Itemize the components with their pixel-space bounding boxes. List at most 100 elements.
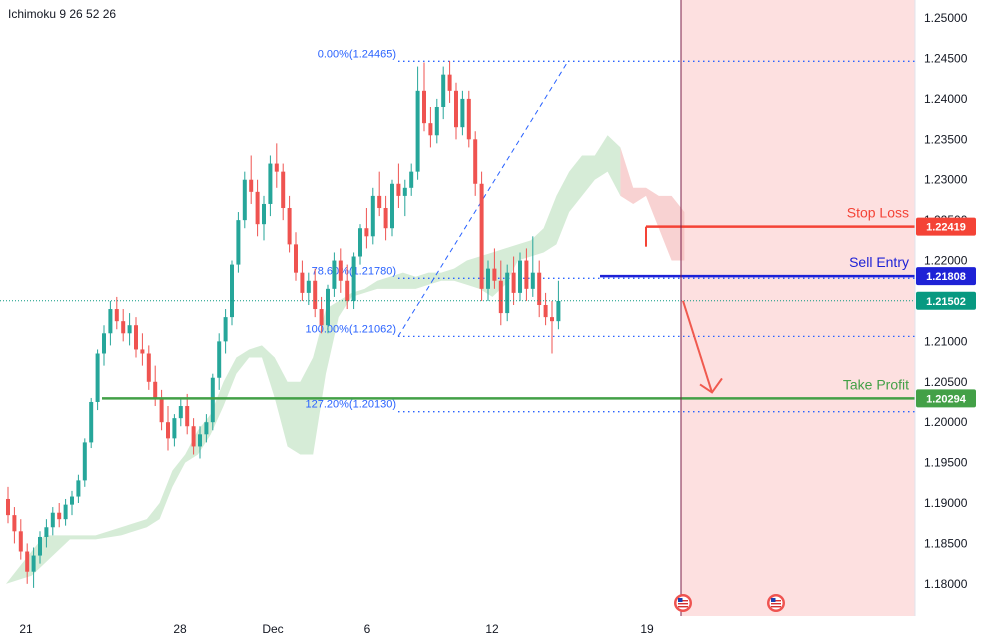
y-tick-label: 1.20500 xyxy=(924,375,968,389)
candle-body xyxy=(185,406,190,427)
candle-body xyxy=(44,527,49,537)
candle-body xyxy=(396,183,401,196)
sell-entry-price-badge xyxy=(916,267,976,286)
candle-body xyxy=(498,280,503,314)
candle-body xyxy=(505,272,510,314)
candle-body xyxy=(326,288,330,326)
candle-body xyxy=(415,90,420,172)
y-tick-label: 1.19500 xyxy=(924,456,968,470)
fib-level-label: 100.00%(1.21062) xyxy=(305,323,396,335)
candle-body xyxy=(236,220,241,265)
y-tick-label: 1.18500 xyxy=(924,536,968,550)
candle-body xyxy=(166,422,170,439)
take-profit-label: Take Profit xyxy=(843,376,909,392)
y-tick-label: 1.24500 xyxy=(924,51,968,65)
y-tick-label: 1.23500 xyxy=(924,132,968,146)
candle-body xyxy=(134,325,138,350)
candle-body xyxy=(6,498,10,516)
candle-body xyxy=(223,317,228,342)
candle-body xyxy=(287,208,292,245)
candle-body xyxy=(255,191,260,225)
candle-body xyxy=(159,397,164,423)
candle-body xyxy=(441,74,446,107)
fib-level-label: 0.00%(1.24465) xyxy=(318,48,396,60)
x-tick-label: Dec xyxy=(262,622,283,636)
candle-body xyxy=(217,341,222,378)
candle-body xyxy=(12,515,17,532)
y-tick-label: 1.23000 xyxy=(924,173,968,187)
flag-icon[interactable] xyxy=(767,594,785,612)
candle-body xyxy=(511,272,516,293)
candle-body xyxy=(38,536,42,556)
candle-body xyxy=(447,74,452,91)
candle-body xyxy=(313,280,318,310)
candle-body xyxy=(262,203,266,225)
candle-body xyxy=(486,268,490,289)
candle-body xyxy=(434,106,439,136)
candle-body xyxy=(556,300,561,322)
x-tick-label: 21 xyxy=(19,622,33,636)
candle-body xyxy=(172,418,177,439)
x-tick-label: 19 xyxy=(640,622,654,636)
candle-body xyxy=(524,260,529,289)
candle-body xyxy=(82,442,87,481)
y-tick-label: 1.20000 xyxy=(924,415,968,429)
forecast-arrow-head xyxy=(699,377,723,394)
current-price-badge xyxy=(916,291,976,310)
candle-body xyxy=(550,317,554,322)
candle-body xyxy=(537,272,542,305)
ichimoku-cloud xyxy=(6,135,685,584)
candle-body xyxy=(191,426,196,447)
stop-loss-price-badge xyxy=(916,217,976,236)
candle-body xyxy=(210,377,215,423)
stop-loss-price-badge-text: 1.22419 xyxy=(926,222,966,234)
candle-body xyxy=(383,208,388,229)
candle-body xyxy=(492,268,497,281)
candle-body xyxy=(63,504,68,520)
candle-body xyxy=(466,98,471,140)
candle-body xyxy=(332,260,337,289)
candle-body xyxy=(50,512,55,528)
candle-body xyxy=(57,512,62,520)
candle-body xyxy=(473,139,478,184)
candle-body xyxy=(364,228,369,237)
candle-body xyxy=(178,406,183,419)
candle-body xyxy=(153,381,158,398)
candle-body xyxy=(102,333,106,354)
candle-body xyxy=(121,321,126,334)
candle-body xyxy=(530,272,535,289)
stop-loss-label: Stop Loss xyxy=(847,205,909,221)
future-zone xyxy=(681,0,915,616)
candle-body xyxy=(454,90,458,128)
y-tick-label: 1.24000 xyxy=(924,92,968,106)
x-tick-label: 28 xyxy=(173,622,187,636)
candle-body xyxy=(95,353,100,402)
candle-body xyxy=(230,264,234,318)
candle-body xyxy=(300,272,305,293)
candle-body xyxy=(294,244,298,273)
candle-body xyxy=(76,480,81,497)
y-tick-label: 1.25000 xyxy=(924,11,968,25)
candle-body xyxy=(242,179,247,221)
trade-levels: Take Profit Stop Loss Sell Entry xyxy=(0,205,915,400)
candle-body xyxy=(274,163,279,172)
candle-body xyxy=(198,434,202,447)
candle-body xyxy=(249,179,254,192)
candle-body xyxy=(268,163,273,204)
candle-body xyxy=(422,90,426,124)
candle-body xyxy=(479,183,484,289)
candle-body xyxy=(18,531,23,552)
candle-body xyxy=(108,309,113,334)
candle-body xyxy=(114,309,119,322)
take-profit-price-badge-text: 1.20294 xyxy=(926,393,967,405)
cloud-bearish-area xyxy=(620,147,685,261)
candle-body xyxy=(370,195,375,237)
flag-icon[interactable] xyxy=(674,594,692,612)
sell-entry-price-badge-text: 1.21808 xyxy=(926,271,966,283)
candlestick-series xyxy=(6,60,561,588)
candle-body xyxy=(70,496,74,505)
candle-body xyxy=(428,123,433,136)
candle-body xyxy=(460,98,465,128)
candle-body xyxy=(402,187,407,196)
